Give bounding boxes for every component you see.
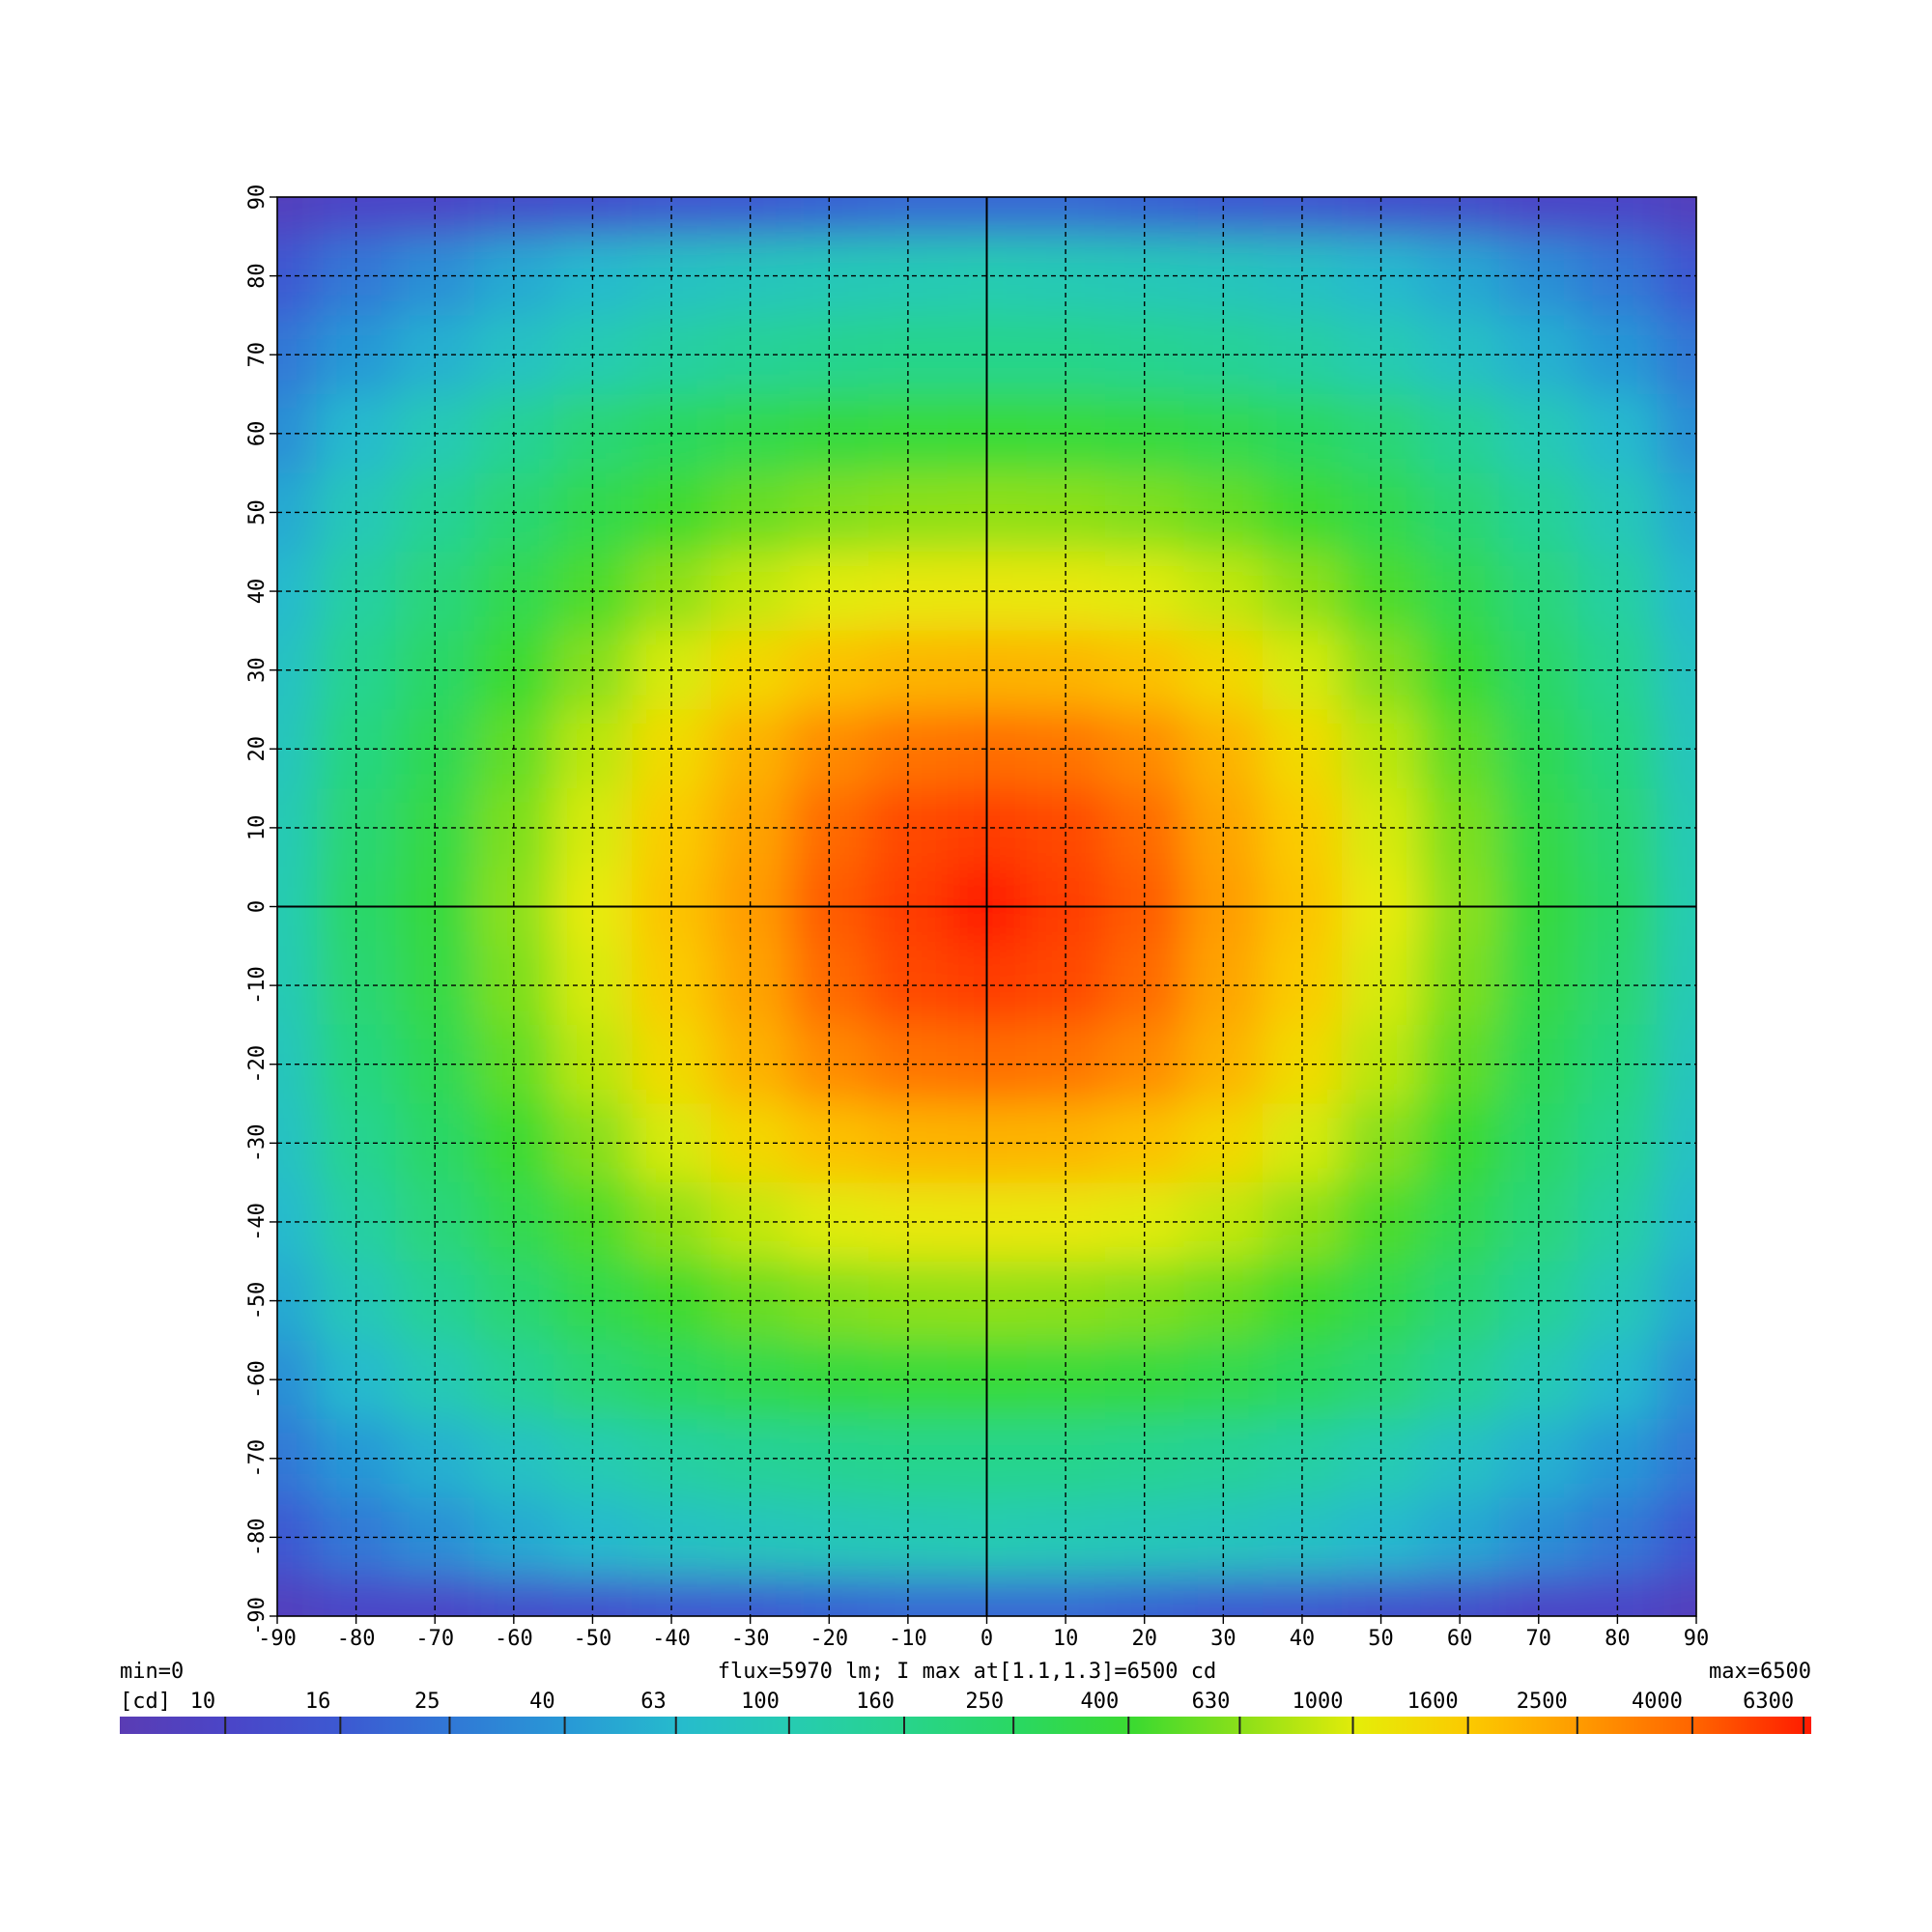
x-tick-label: 90	[1684, 1627, 1710, 1651]
heat-cell	[1657, 1418, 1696, 1499]
heat-cell	[1026, 946, 1106, 1026]
y-tick-label: 20	[245, 736, 270, 762]
y-tick-label: -70	[245, 1439, 270, 1478]
heat-cell	[1657, 1024, 1696, 1105]
colorbar-tick-label: 100	[741, 1690, 780, 1714]
heat-cell	[1657, 552, 1696, 632]
colorbar-gradient	[120, 1717, 1811, 1734]
x-tick-label: 30	[1210, 1627, 1236, 1651]
colorbar-tick-label: 63	[640, 1690, 667, 1714]
max-label: max=6500	[1709, 1660, 1811, 1684]
x-tick-label: -70	[415, 1627, 454, 1651]
heat-cell	[1026, 1182, 1106, 1263]
heat-cell	[1104, 1103, 1185, 1183]
y-tick-label: -20	[245, 1045, 270, 1084]
x-tick-label: 0	[980, 1627, 993, 1651]
min-label: min=0	[120, 1660, 184, 1684]
colorbar-tick-label: 10	[190, 1690, 216, 1714]
colorbar-tick-label: 250	[965, 1690, 1004, 1714]
x-tick-label: 80	[1605, 1627, 1631, 1651]
y-tick-label: 60	[245, 421, 270, 447]
heat-cell	[1657, 1261, 1696, 1341]
heat-cell	[1026, 1024, 1106, 1105]
x-tick-label: -20	[810, 1627, 848, 1651]
heat-cell	[1026, 1103, 1106, 1183]
y-tick-label: -30	[245, 1123, 270, 1162]
heat-cell	[1263, 1182, 1343, 1263]
x-tick-label: 20	[1131, 1627, 1157, 1651]
y-tick-label: 40	[245, 579, 270, 605]
heat-cell	[1657, 472, 1696, 553]
heat-cell	[1657, 788, 1696, 868]
colorbar-unit: [cd]	[120, 1690, 171, 1714]
x-tick-label: 60	[1447, 1627, 1473, 1651]
x-tick-label: 70	[1526, 1627, 1552, 1651]
chart-title: flux=5970 lm; I max at[1.1,1.3]=6500 cd	[718, 1660, 1217, 1684]
x-tick-label: 10	[1053, 1627, 1079, 1651]
colorbar: 10 16 25 40 63 100 160 250 400 630 1000 1600 2500 400…	[120, 1690, 1811, 1734]
heat-cell	[1657, 1577, 1696, 1616]
colorbar-tick-label: 6300	[1743, 1690, 1794, 1714]
axes: -90 -80 -70 -60 -50 -40 -30 -20 -10 0 10 20 30 40 50 60…	[245, 185, 1709, 1651]
heat-cell	[277, 1577, 318, 1616]
y-tick-label: 30	[245, 657, 270, 683]
y-tick-label: 80	[245, 263, 270, 289]
colorbar-tick-label: 40	[529, 1690, 555, 1714]
heat-cell	[1657, 197, 1696, 238]
x-tick-label: -60	[495, 1627, 533, 1651]
y-tick-label: -10	[245, 966, 270, 1005]
heat-cell	[1657, 1497, 1696, 1577]
heat-cell	[277, 197, 318, 238]
x-tick-label: -10	[889, 1627, 927, 1651]
heat-cell	[1183, 1024, 1264, 1105]
y-tick-label: 50	[245, 499, 270, 526]
y-tick-label: -60	[245, 1360, 270, 1399]
heat-cell	[1657, 394, 1696, 474]
y-tick-label: 0	[245, 900, 270, 913]
y-tick-label: 70	[245, 342, 270, 368]
heat-cell	[1657, 709, 1696, 789]
colorbar-tick-label: 400	[1081, 1690, 1120, 1714]
colorbar-tick-label: 160	[856, 1690, 895, 1714]
heat-cell	[1104, 1024, 1185, 1105]
heat-cell	[1263, 1024, 1343, 1105]
y-tick-label: 10	[245, 815, 270, 841]
heat-cell	[1657, 315, 1696, 395]
heat-cell	[1657, 236, 1696, 316]
x-tick-label: -30	[731, 1627, 770, 1651]
x-tick-label: -80	[337, 1627, 376, 1651]
heat-cell	[1263, 1103, 1343, 1183]
colorbar-tick-label: 1600	[1407, 1690, 1459, 1714]
y-tick-label: 90	[245, 185, 270, 211]
heat-cell	[1183, 1182, 1264, 1263]
heat-cell	[1657, 946, 1696, 1026]
x-tick-label: -50	[574, 1627, 612, 1651]
y-tick-label: -40	[245, 1203, 270, 1241]
heat-cell	[1657, 1340, 1696, 1420]
heat-cell	[1263, 946, 1343, 1026]
colorbar-tick-label: 630	[1192, 1690, 1231, 1714]
plot-frame	[276, 196, 1697, 1617]
heat-cell	[1104, 1182, 1185, 1263]
heat-cell	[1183, 1103, 1264, 1183]
heat-cell	[1104, 946, 1185, 1026]
y-tick-label: -50	[245, 1282, 270, 1321]
x-tick-label: -90	[258, 1627, 297, 1651]
x-tick-label: 40	[1290, 1627, 1316, 1651]
colorbar-tick-label: 4000	[1632, 1690, 1683, 1714]
colorbar-tick-label: 16	[305, 1690, 331, 1714]
colorbar-tick-label: 2500	[1517, 1690, 1568, 1714]
colorbar-tick-label: 25	[414, 1690, 440, 1714]
heat-cell	[1657, 1103, 1696, 1183]
heat-cell	[1183, 946, 1264, 1026]
colorbar-tick-label: 1000	[1293, 1690, 1344, 1714]
x-tick-label: -40	[652, 1627, 691, 1651]
y-tick-label: -90	[245, 1597, 270, 1635]
y-tick-label: -80	[245, 1519, 270, 1557]
heat-cell	[1657, 630, 1696, 710]
x-tick-label: 50	[1368, 1627, 1394, 1651]
heat-cell	[1657, 1182, 1696, 1263]
